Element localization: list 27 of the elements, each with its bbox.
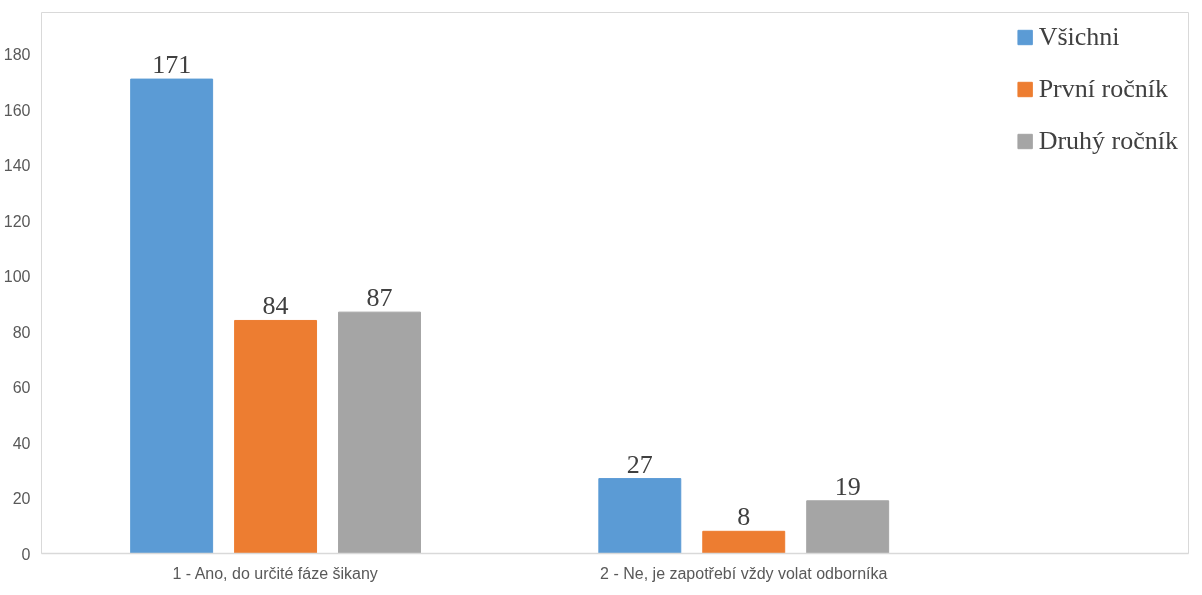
legend-label: První ročník xyxy=(1038,74,1168,104)
legend-label: Druhý ročník xyxy=(1038,126,1178,156)
data-label: 171 xyxy=(152,50,192,80)
legend-label: Všichni xyxy=(1038,22,1120,52)
y-tick-label: 40 xyxy=(12,434,31,452)
y-tick-label: 160 xyxy=(3,101,31,119)
y-tick-label: 80 xyxy=(12,323,31,341)
y-tick-label: 120 xyxy=(3,212,31,230)
data-label: 8 xyxy=(737,502,751,532)
y-tick-label: 60 xyxy=(12,379,31,397)
data-label: 87 xyxy=(366,283,393,313)
y-tick-label: 100 xyxy=(3,268,31,286)
bar xyxy=(598,478,682,554)
y-tick-label: 180 xyxy=(3,46,31,64)
y-tick-label: 20 xyxy=(12,490,31,508)
bar xyxy=(338,311,421,554)
x-tick-label: 2 - Ne, je zapotřebí vždy volat odborníka xyxy=(600,564,888,582)
bar xyxy=(702,530,786,554)
data-label: 84 xyxy=(262,291,289,321)
bar xyxy=(130,78,214,554)
y-tick-label: 0 xyxy=(21,545,31,563)
bar xyxy=(234,319,318,554)
data-label: 19 xyxy=(834,471,861,501)
x-tick-label: 1 - Ano, do určité fáze šikany xyxy=(172,564,378,582)
y-tick-label: 140 xyxy=(3,157,31,175)
bar xyxy=(806,500,890,554)
data-label: 27 xyxy=(626,449,653,479)
